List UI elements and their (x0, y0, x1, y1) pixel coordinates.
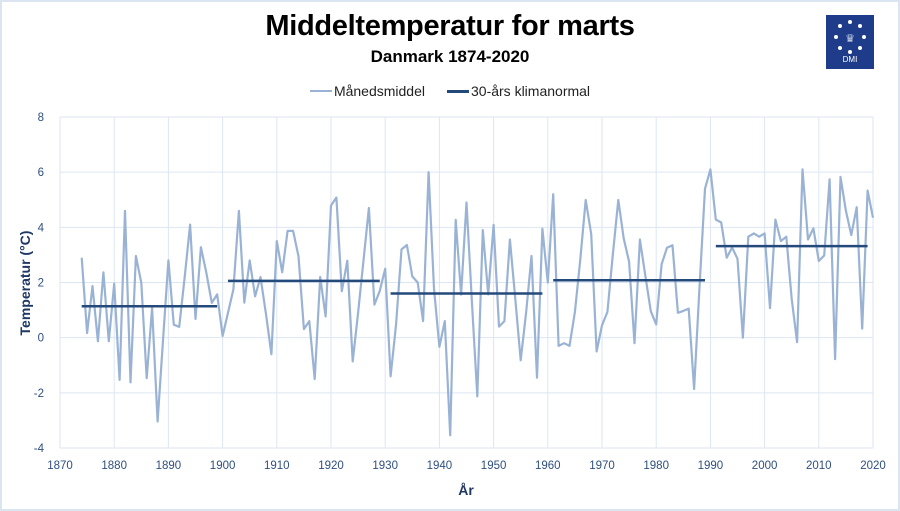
x-tick-label: 2010 (806, 460, 832, 472)
logo-dot (848, 20, 852, 24)
logo-dot (834, 35, 838, 39)
y-tick-label: -2 (34, 388, 44, 400)
x-axis-ticks: 1870 1880 1890 1900 1910 1920 1930 1940 1950 1960… (47, 460, 886, 472)
x-tick-label: 1910 (264, 460, 290, 472)
grid (59, 116, 874, 449)
x-tick-label: 2020 (860, 460, 886, 472)
series-monthly (80, 168, 875, 437)
logo-dot (858, 46, 862, 50)
x-tick-label: 1940 (427, 460, 453, 472)
legend-label-monthly: Månedsmiddel (333, 83, 425, 99)
logo-text: DMI (842, 55, 858, 64)
y-tick-label: 8 (38, 112, 44, 124)
x-tick-label: 1890 (156, 460, 182, 472)
monthly-mean-line (80, 168, 875, 437)
x-tick-label: 1980 (643, 460, 669, 472)
x-tick-label: 1880 (101, 460, 127, 472)
legend-swatch-normal (447, 89, 469, 93)
legend-item-monthly[interactable]: Månedsmiddel (309, 83, 425, 99)
y-tick-label: 0 (38, 333, 44, 345)
logo-dot (848, 50, 852, 54)
x-tick-label: 1930 (372, 460, 398, 472)
x-tick-label: 1990 (698, 460, 724, 472)
x-tick-label: 1920 (318, 460, 344, 472)
x-axis-title: År (458, 482, 474, 498)
chart-title: Middeltemperatur for marts (265, 10, 635, 42)
y-tick-label: 4 (38, 222, 45, 234)
x-tick-label: 1950 (481, 460, 507, 472)
logo-dot (858, 24, 862, 28)
y-tick-label: 6 (38, 167, 44, 179)
logo-dot (838, 46, 842, 50)
legend-item-normal[interactable]: 30-års klimanormal (447, 83, 590, 99)
series-normal (81, 244, 868, 308)
chart-subtitle: Danmark 1874-2020 (370, 47, 530, 66)
y-tick-label: -4 (34, 443, 45, 455)
legend-swatch-monthly (309, 90, 332, 92)
legend: Månedsmiddel 30-års klimanormal (0, 83, 900, 99)
y-axis-title: Temperatur (°C) (17, 231, 33, 336)
y-tick-label: 2 (38, 278, 44, 290)
x-tick-label: 1870 (47, 460, 73, 472)
x-tick-label: 1960 (535, 460, 561, 472)
y-axis-ticks: -4 -2 0 2 4 6 8 (34, 112, 45, 455)
legend-label-normal: 30-års klimanormal (471, 83, 591, 99)
dmi-logo: ♛ DMI (826, 15, 874, 69)
x-tick-label: 1900 (210, 460, 236, 472)
x-tick-label: 1970 (589, 460, 615, 472)
crown-icon: ♛ (845, 33, 855, 45)
logo-dot (838, 24, 842, 28)
x-tick-label: 2000 (752, 460, 778, 472)
logo-dot (862, 35, 866, 39)
